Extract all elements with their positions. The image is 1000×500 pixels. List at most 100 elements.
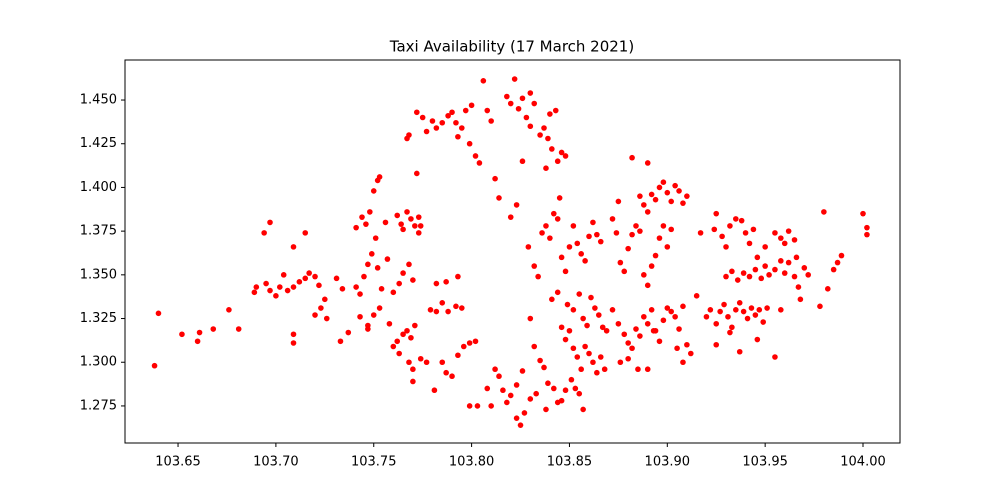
point — [633, 223, 639, 229]
point — [251, 289, 258, 296]
point — [367, 209, 373, 215]
point — [680, 303, 686, 310]
point — [750, 226, 757, 233]
point — [562, 336, 569, 343]
point — [821, 209, 827, 215]
point — [543, 165, 549, 172]
point — [531, 100, 538, 107]
point — [668, 308, 675, 315]
point — [513, 415, 520, 421]
point — [723, 273, 729, 280]
point — [476, 160, 483, 166]
point — [353, 224, 359, 231]
point — [466, 403, 473, 409]
point — [543, 223, 549, 229]
point — [357, 313, 363, 320]
point — [558, 254, 565, 261]
point — [615, 320, 622, 327]
point — [697, 230, 704, 236]
point — [762, 263, 768, 269]
point — [472, 153, 479, 159]
point — [562, 387, 569, 394]
point — [431, 387, 438, 394]
point — [396, 280, 402, 287]
point — [235, 326, 242, 332]
point — [586, 233, 592, 240]
point — [519, 95, 526, 102]
x-tick-label: 104.00 — [840, 455, 886, 470]
point — [433, 125, 440, 131]
point — [778, 306, 784, 313]
point — [713, 341, 720, 348]
point — [564, 301, 571, 308]
point — [527, 396, 534, 402]
point — [417, 355, 424, 362]
point — [400, 270, 406, 276]
point — [365, 326, 371, 332]
point — [394, 338, 401, 345]
point — [740, 270, 747, 276]
point — [290, 244, 297, 250]
point — [740, 308, 747, 315]
point — [507, 100, 514, 107]
point — [644, 209, 651, 215]
point — [644, 366, 651, 373]
point — [668, 226, 675, 233]
point — [194, 338, 201, 345]
point — [500, 387, 506, 394]
point — [554, 216, 561, 222]
point — [558, 324, 565, 331]
point — [302, 230, 309, 236]
point — [541, 364, 547, 371]
point — [621, 331, 628, 338]
point — [394, 212, 401, 219]
point — [504, 399, 510, 406]
point — [752, 266, 759, 273]
point — [713, 320, 720, 327]
point — [817, 303, 823, 310]
point — [415, 230, 422, 236]
point — [660, 223, 667, 229]
x-tick-label: 103.95 — [742, 455, 788, 470]
point — [406, 359, 412, 366]
point — [617, 259, 624, 266]
point — [766, 272, 772, 278]
point — [764, 305, 770, 311]
point — [781, 270, 788, 276]
point — [455, 273, 461, 280]
point — [609, 216, 616, 222]
point — [433, 308, 440, 315]
point — [496, 195, 502, 201]
point — [386, 320, 393, 327]
x-tick-label: 103.70 — [253, 455, 299, 470]
point — [368, 251, 375, 257]
point — [318, 305, 324, 311]
point — [588, 294, 594, 301]
point — [406, 261, 412, 268]
point — [429, 118, 436, 124]
point — [333, 275, 340, 282]
point — [337, 338, 344, 345]
point — [566, 327, 573, 334]
point — [535, 273, 541, 280]
point — [570, 345, 577, 352]
point — [545, 135, 551, 142]
point — [644, 320, 651, 327]
point — [729, 324, 735, 331]
point — [531, 263, 538, 269]
point — [466, 140, 473, 147]
point — [408, 334, 414, 341]
point — [511, 76, 518, 82]
point — [746, 273, 753, 280]
point — [574, 240, 581, 247]
point — [316, 282, 322, 289]
point — [752, 312, 759, 318]
point — [672, 313, 678, 320]
point — [748, 305, 755, 311]
point — [713, 210, 720, 217]
point — [519, 158, 526, 165]
point — [543, 406, 549, 413]
x-tick-label: 103.85 — [547, 455, 593, 470]
